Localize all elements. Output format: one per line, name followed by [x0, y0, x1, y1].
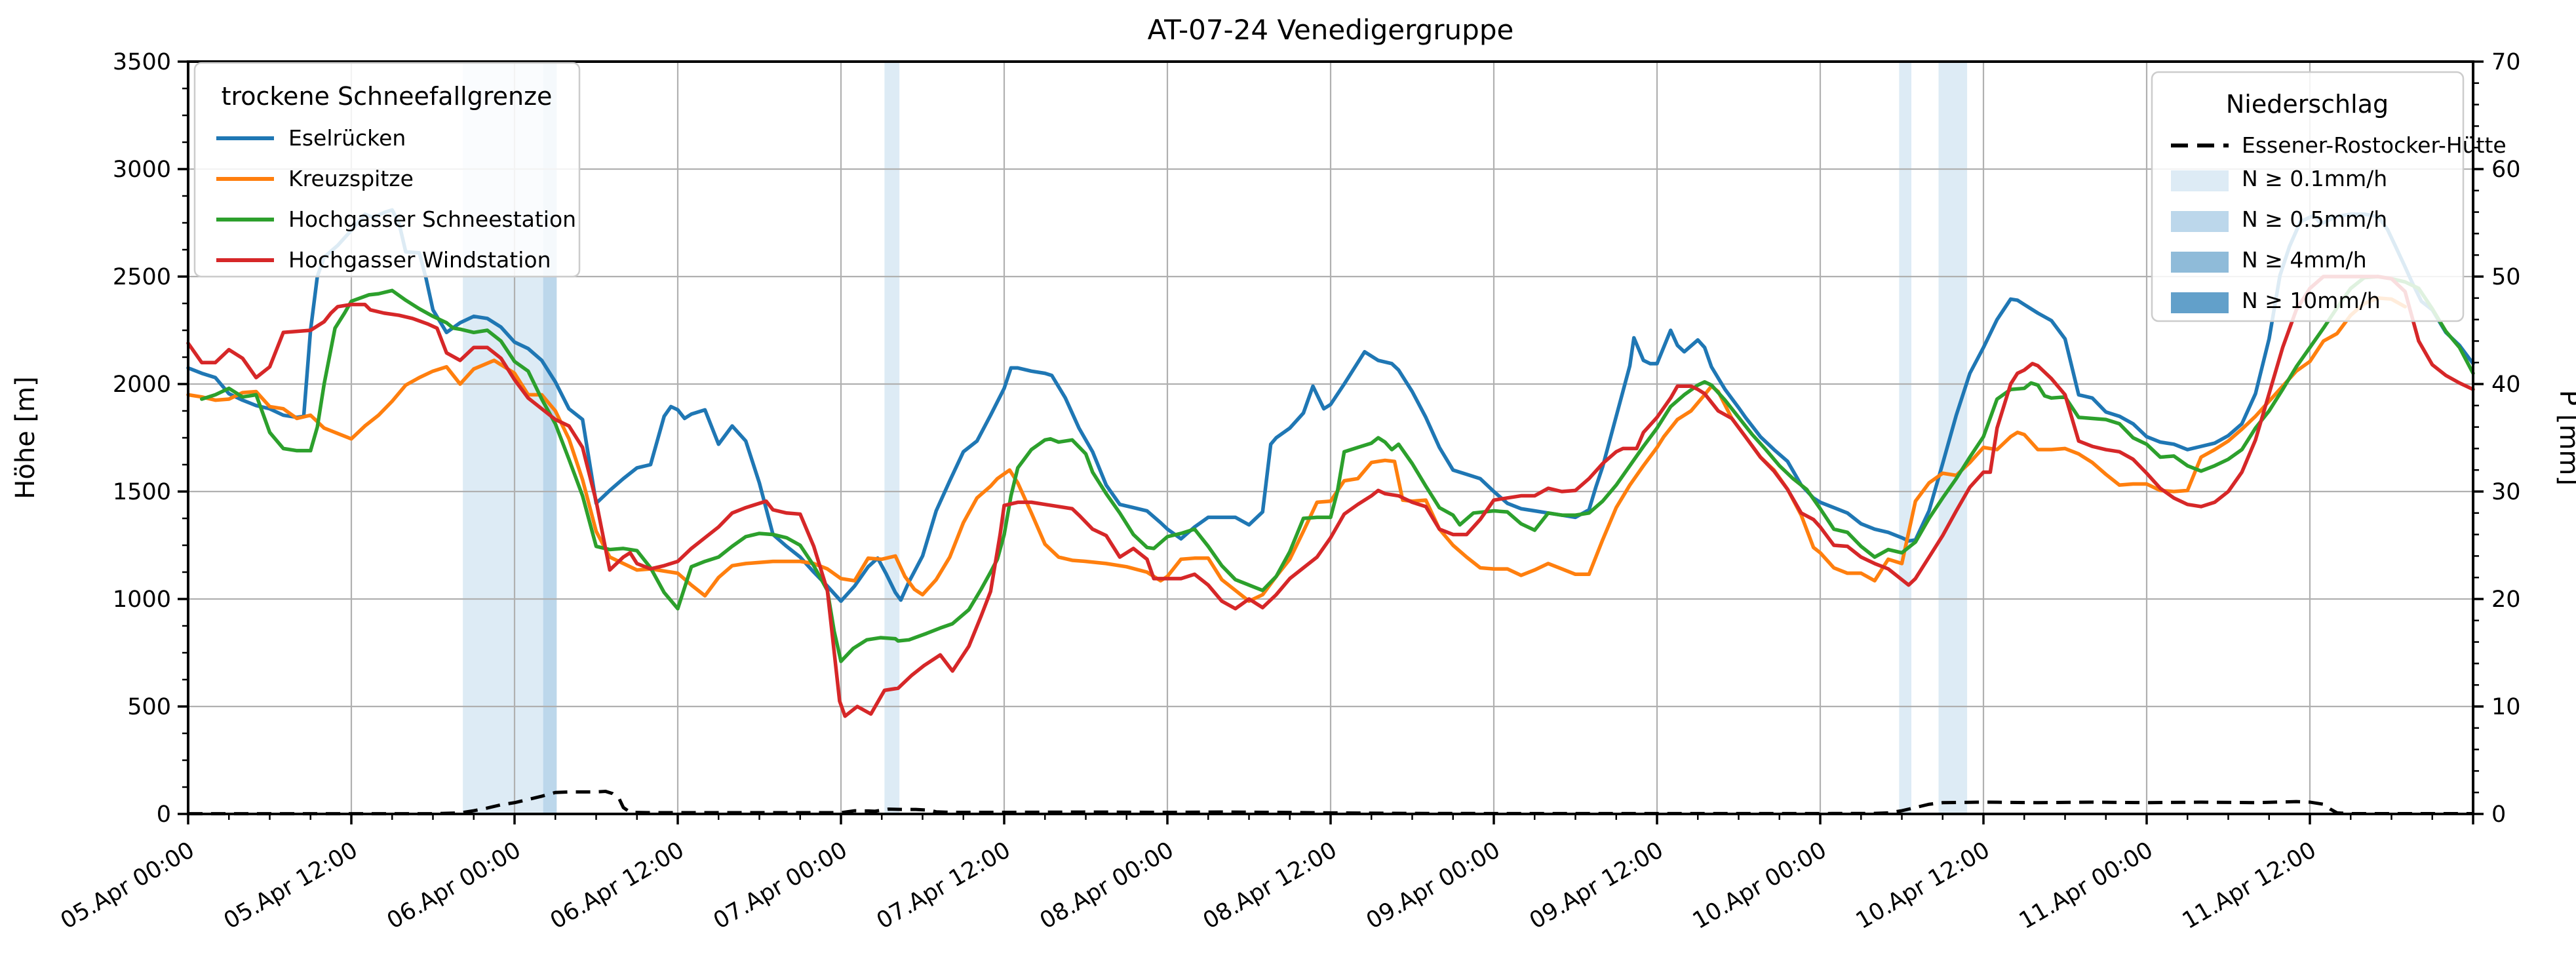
y-right-tick-label: 50: [2491, 264, 2521, 290]
y-left-tick-label: 3500: [113, 49, 171, 75]
y-left-tick-label: 500: [127, 694, 171, 720]
legend-precip-station-label: Essener-Rostocker-Hütte: [2242, 132, 2507, 158]
chart-title: AT-07-24 Venedigergruppe: [1148, 14, 1514, 46]
y-left-tick-label: 2500: [113, 264, 171, 290]
legend-snowline: trockene Schneefallgrenze Eselrücken Kreuz…: [193, 62, 581, 278]
series-layer: [186, 208, 2475, 718]
y-right-tick-label: 10: [2491, 694, 2521, 720]
y-left-tick-label: 0: [157, 802, 171, 828]
precip-line-layer: [188, 790, 2473, 816]
legend-band-label: N ≥ 0.1mm/h: [2242, 166, 2387, 191]
legend-precip-title: Niederschlag: [2226, 90, 2389, 119]
series-line-kreuzspitze: [186, 296, 2407, 604]
series-line-hochgasser-schneestation: [200, 275, 2475, 663]
precip-band: [884, 62, 900, 814]
legend-snowline-box: [193, 62, 581, 278]
legend-precip: Niederschlag Essener-Rostocker-Hütte N ≥ 0…: [2151, 71, 2507, 322]
precipitation-line: [188, 790, 2473, 816]
legend-band-swatch-1: [2171, 170, 2229, 191]
legend-band-label: N ≥ 0.5mm/h: [2242, 206, 2387, 232]
series-line-eselr-cken: [186, 208, 2475, 604]
precip-band: [1899, 62, 1912, 814]
legend-entry-label: Kreuzspitze: [288, 166, 414, 191]
legend-band-label: N ≥ 10mm/h: [2242, 288, 2381, 313]
y-right-tick-label: 0: [2491, 802, 2506, 828]
y-right-tick-label: 70: [2491, 49, 2521, 75]
legend-band-swatch-3: [2171, 252, 2229, 273]
y-right-tick-label: 30: [2491, 479, 2521, 505]
legend-snowline-title: trockene Schneefallgrenze: [222, 82, 553, 111]
precip-band: [1938, 62, 1968, 814]
legend-entry-label: Eselrücken: [288, 125, 406, 151]
legend-band-swatch-2: [2171, 211, 2229, 232]
legend-band-label: N ≥ 4mm/h: [2242, 247, 2367, 273]
legend-entry-label: Hochgasser Schneestation: [288, 206, 576, 232]
y-left-tick-label: 3000: [113, 157, 171, 183]
legend-entry-label: Hochgasser Windstation: [288, 247, 551, 273]
y-right-tick-label: 20: [2491, 587, 2521, 613]
y-axis-label-left: Höhe [m]: [10, 376, 41, 499]
y-left-tick-label: 2000: [113, 372, 171, 398]
y-left-tick-label: 1000: [113, 587, 171, 613]
y-right-tick-label: 40: [2491, 372, 2521, 398]
y-right-tick-label: 60: [2491, 157, 2521, 183]
legend-precip-box: [2151, 71, 2465, 322]
y-left-tick-label: 1500: [113, 479, 171, 505]
y-axis-label-right: P [mm]: [2554, 390, 2576, 486]
legend-band-swatch-4: [2171, 292, 2229, 313]
series-line-hochgasser-windstation: [186, 275, 2475, 718]
